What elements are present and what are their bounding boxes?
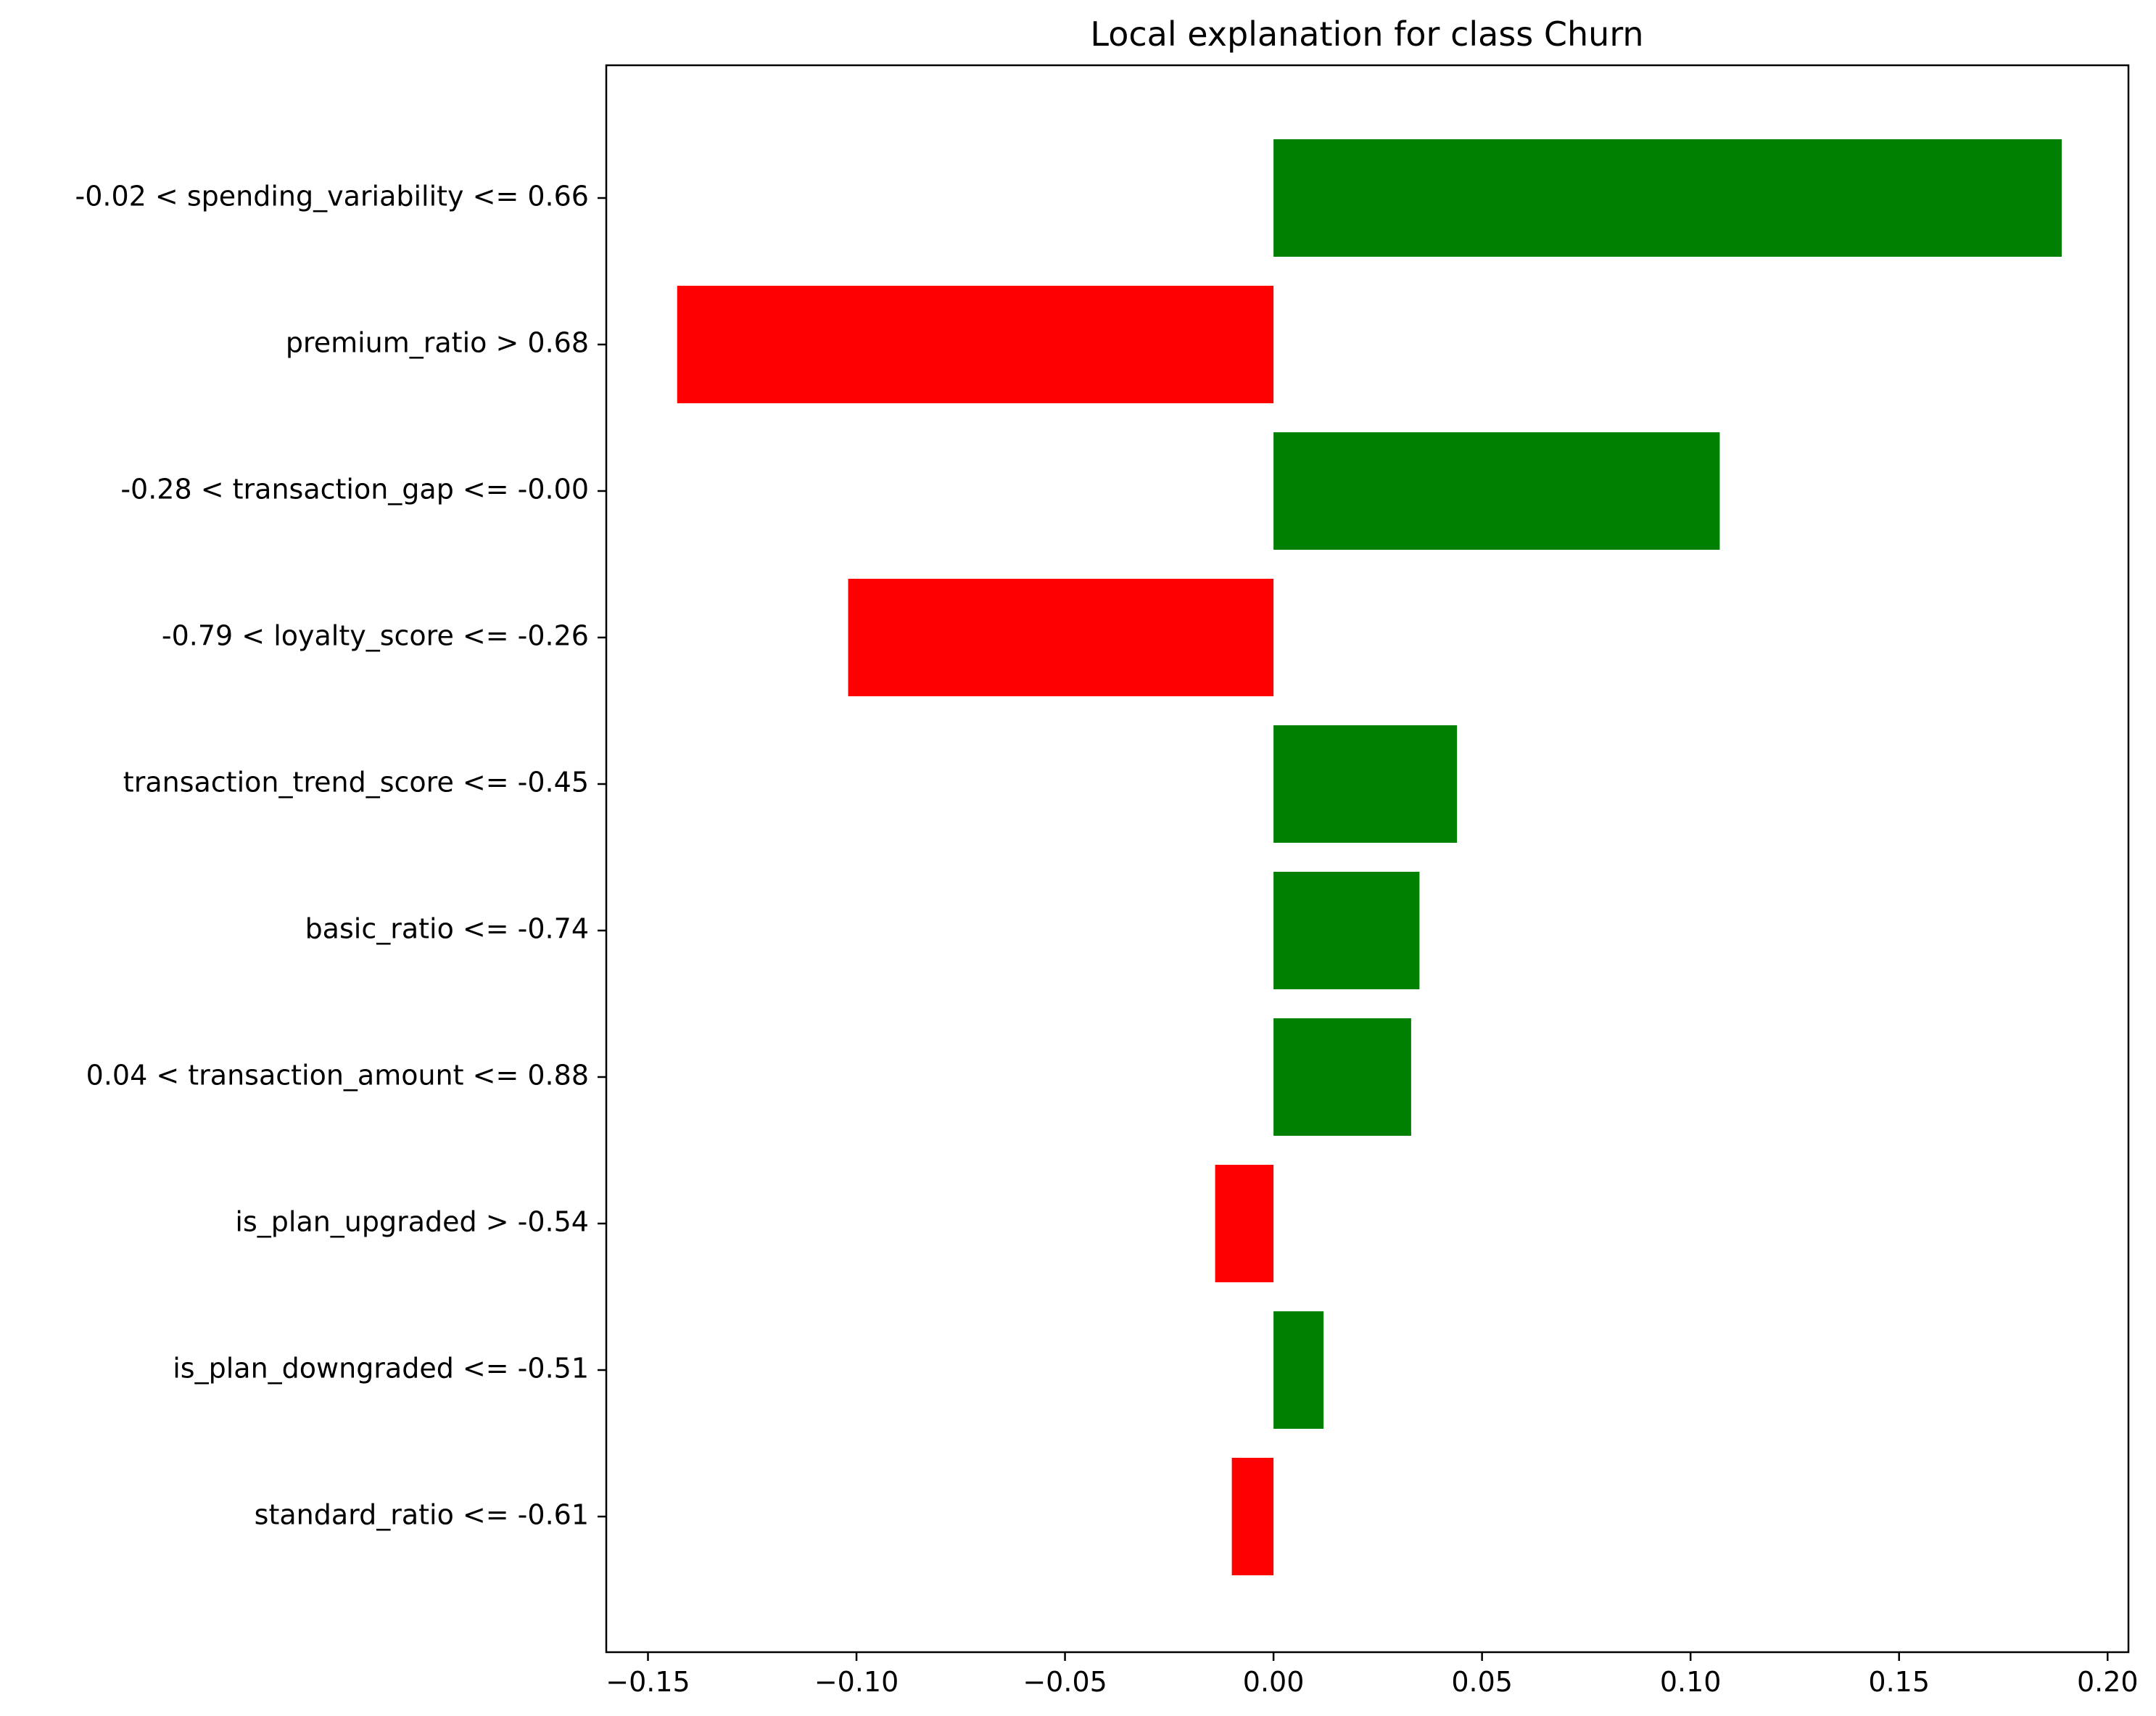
bar-9 (1231, 1458, 1274, 1575)
bar-1 (677, 286, 1274, 403)
bar-7 (1215, 1165, 1274, 1282)
x-tick-label: 0.15 (1868, 1666, 1930, 1698)
chart-title: Local explanation for class Churn (1090, 15, 1643, 54)
y-axis-ticks: -0.02 < spending_variability <= 0.66 prem… (75, 181, 606, 1531)
bar-8 (1273, 1311, 1324, 1429)
y-tick-label: -0.28 < transaction_gap <= -0.00 (120, 474, 589, 506)
bar-4 (1273, 725, 1458, 843)
x-axis-ticks: −0.15 −0.10 −0.05 0.00 0.05 0.10 0.15 0.20 (606, 1652, 2139, 1698)
y-tick-label: transaction_trend_score <= -0.45 (123, 767, 589, 799)
x-tick-label: 0.05 (1451, 1666, 1513, 1698)
x-tick-label: −0.10 (814, 1666, 899, 1698)
y-tick-label: -0.79 < loyalty_score <= -0.26 (162, 620, 589, 652)
plot-frame (605, 64, 2130, 1654)
bar-5 (1273, 872, 1420, 989)
x-tick-label: −0.05 (1023, 1666, 1107, 1698)
x-tick-label: 0.10 (1660, 1666, 1722, 1698)
bars-group (677, 139, 2062, 1575)
x-tick-label: 0.20 (2077, 1666, 2139, 1698)
y-tick-label: -0.02 < spending_variability <= 0.66 (75, 181, 589, 213)
y-tick-label: 0.04 < transaction_amount <= 0.88 (86, 1060, 589, 1092)
bar-0 (1273, 139, 2062, 257)
y-tick-label: is_plan_downgraded <= -0.51 (173, 1353, 589, 1385)
bar-3 (848, 579, 1274, 696)
bar-6 (1273, 1018, 1411, 1136)
x-tick-label: 0.00 (1243, 1666, 1305, 1698)
bar-2 (1273, 432, 1720, 550)
y-tick-label: is_plan_upgraded > -0.54 (235, 1206, 589, 1238)
y-tick-label: basic_ratio <= -0.74 (305, 913, 589, 945)
y-tick-label: premium_ratio > 0.68 (286, 327, 589, 359)
y-tick-label: standard_ratio <= -0.61 (255, 1499, 589, 1531)
x-tick-label: −0.15 (606, 1666, 690, 1698)
